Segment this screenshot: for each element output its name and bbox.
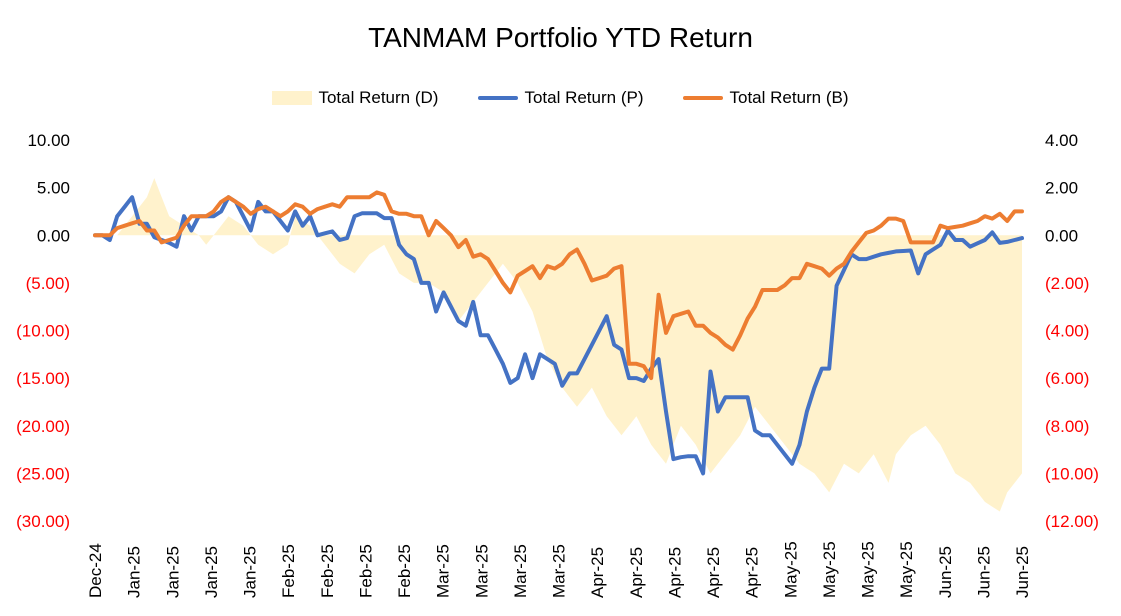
- y-left-tick-label: 0.00: [37, 226, 70, 245]
- legend-item-d[interactable]: Total Return (D): [272, 88, 438, 108]
- y-right-tick-label: 0.00: [1045, 226, 1078, 245]
- x-tick-label: Apr-25: [588, 547, 607, 598]
- x-tick-label: Jun-25: [974, 546, 993, 598]
- x-tick-label: Mar-25: [550, 544, 569, 598]
- x-tick-label: Dec-24: [86, 543, 105, 598]
- y-left-tick-label: (10.00): [16, 322, 70, 341]
- x-tick-label: Jun-25: [1013, 546, 1032, 598]
- legend-swatch-p: [478, 96, 519, 100]
- legend-label-b: Total Return (B): [729, 88, 849, 107]
- y-right-tick-label: (2.00): [1045, 274, 1089, 293]
- x-tick-label: May-25: [859, 541, 878, 598]
- x-tick-label: Jan-25: [163, 546, 182, 598]
- x-tick-label: May-25: [897, 541, 916, 598]
- legend-item-p[interactable]: Total Return (P): [478, 88, 643, 108]
- x-tick-label: Feb-25: [356, 544, 375, 598]
- legend-swatch-d: [272, 91, 313, 105]
- x-tick-label: Feb-25: [279, 544, 298, 598]
- x-tick-label: Feb-25: [318, 544, 337, 598]
- y-right-tick-label: (12.00): [1045, 512, 1099, 531]
- x-tick-label: Mar-25: [511, 544, 530, 598]
- legend-label-p: Total Return (P): [524, 88, 644, 107]
- y-right-tick-label: 2.00: [1045, 179, 1078, 198]
- x-tick-label: Mar-25: [434, 544, 453, 598]
- x-tick-label: May-25: [781, 541, 800, 598]
- x-tick-label: Jan-25: [125, 546, 144, 598]
- series-line-p: [93, 195, 1024, 476]
- legend-label-d: Total Return (D): [318, 88, 439, 107]
- series-area-d: [95, 178, 1022, 512]
- y-left-tick-label: 10.00: [27, 131, 70, 150]
- x-tick-label: Apr-25: [627, 547, 646, 598]
- y-left-tick-label: (25.00): [16, 464, 70, 483]
- legend-item-b[interactable]: Total Return (B): [683, 88, 849, 108]
- x-tick-label: Feb-25: [395, 544, 414, 598]
- y-left-tick-label: (30.00): [16, 512, 70, 531]
- x-tick-label: Apr-25: [743, 547, 762, 598]
- series-line-b: [93, 190, 1024, 381]
- y-left-tick-label: (5.00): [26, 274, 70, 293]
- y-right-tick-label: 4.00: [1045, 131, 1078, 150]
- y-right-tick-label: (6.00): [1045, 369, 1089, 388]
- x-tick-label: Jan-25: [202, 546, 221, 598]
- legend-swatch-b: [683, 96, 724, 100]
- y-left-tick-label: (20.00): [16, 417, 70, 436]
- y-right-tick-label: (10.00): [1045, 464, 1099, 483]
- x-tick-label: Mar-25: [472, 544, 491, 598]
- x-tick-label: Jun-25: [936, 546, 955, 598]
- y-left-tick-label: 5.00: [37, 179, 70, 198]
- chart-title: TANMAM Portfolio YTD Return: [368, 22, 753, 53]
- y-right-tick-label: (4.00): [1045, 322, 1089, 341]
- x-tick-label: May-25: [820, 541, 839, 598]
- y-right-tick-label: (8.00): [1045, 417, 1089, 436]
- x-tick-label: Apr-25: [704, 547, 723, 598]
- legend: Total Return (D) Total Return (P) Total …: [0, 88, 1121, 108]
- x-tick-label: Apr-25: [665, 547, 684, 598]
- x-tick-label: Jan-25: [241, 546, 260, 598]
- y-left-tick-label: (15.00): [16, 369, 70, 388]
